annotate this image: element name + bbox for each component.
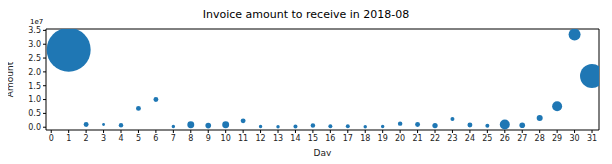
svg-text:10: 10 [221, 134, 231, 143]
svg-text:24: 24 [465, 134, 475, 143]
svg-text:11: 11 [238, 134, 248, 143]
svg-text:12: 12 [255, 134, 265, 143]
svg-text:25: 25 [482, 134, 492, 143]
svg-text:6: 6 [153, 134, 158, 143]
svg-text:5: 5 [136, 134, 141, 143]
svg-text:1.5: 1.5 [28, 82, 41, 91]
svg-text:30: 30 [569, 134, 579, 143]
svg-text:2.5: 2.5 [28, 54, 41, 63]
svg-text:29: 29 [552, 134, 562, 143]
svg-text:19: 19 [378, 134, 388, 143]
svg-text:27: 27 [517, 134, 527, 143]
svg-text:9: 9 [206, 134, 211, 143]
svg-text:28: 28 [535, 134, 545, 143]
svg-text:0: 0 [49, 134, 54, 143]
svg-text:14: 14 [290, 134, 300, 143]
svg-text:31: 31 [587, 134, 597, 143]
svg-text:0.5: 0.5 [28, 109, 41, 118]
html-text:Invoice amount to receive in 2: Invoice amount to receive in 2018-08 [202, 8, 410, 21]
svg-text:15: 15 [308, 134, 318, 143]
svg-text:3.5: 3.5 [28, 26, 41, 35]
svg-text:2.0: 2.0 [28, 68, 41, 77]
svg-text:7: 7 [171, 134, 176, 143]
svg-text:20: 20 [395, 134, 405, 143]
svg-text:2: 2 [84, 134, 89, 143]
svg-text:16: 16 [325, 134, 335, 143]
svg-text:1: 1 [66, 134, 71, 143]
svg-text:18: 18 [360, 134, 370, 143]
svg-text:21: 21 [412, 134, 422, 143]
svg-text:1.0: 1.0 [28, 95, 41, 104]
svg-text:3.0: 3.0 [28, 40, 41, 49]
svg-text:8: 8 [188, 134, 193, 143]
svg-text:3: 3 [101, 134, 106, 143]
svg-text:0.0: 0.0 [28, 123, 41, 132]
html-text:1e7: 1e7 [30, 18, 44, 26]
svg-text:23: 23 [447, 134, 457, 143]
svg-text:22: 22 [430, 134, 440, 143]
svg-text:Day: Day [314, 148, 332, 156]
svg-text:4: 4 [118, 134, 123, 143]
svg-text:17: 17 [343, 134, 353, 143]
svg-text:26: 26 [500, 134, 510, 143]
svg-text:Amount: Amount [8, 61, 15, 97]
svg-text:13: 13 [273, 134, 283, 143]
